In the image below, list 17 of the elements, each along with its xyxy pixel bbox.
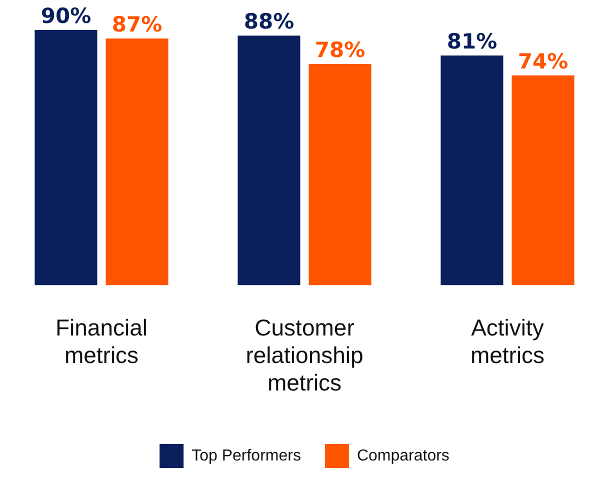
data-label: 81% [446,29,498,54]
bar [308,64,372,286]
bar [34,30,98,286]
legend-label: Comparators [356,447,450,464]
data-label: 90% [40,4,92,28]
data-label: 78% [314,38,366,62]
bar [106,38,168,286]
data-label: 88% [244,10,294,34]
data-label: 74% [518,49,568,74]
legend-label: Top Performers [192,447,301,464]
x-tick-label: Financial metrics [55,314,148,368]
x-tick-label: Customer relationship metrics [246,314,364,396]
data-label: 87% [112,12,162,36]
bar [512,75,574,286]
x-tick-label: Activity metrics [470,314,545,368]
bar [440,56,504,286]
bar [238,36,300,286]
